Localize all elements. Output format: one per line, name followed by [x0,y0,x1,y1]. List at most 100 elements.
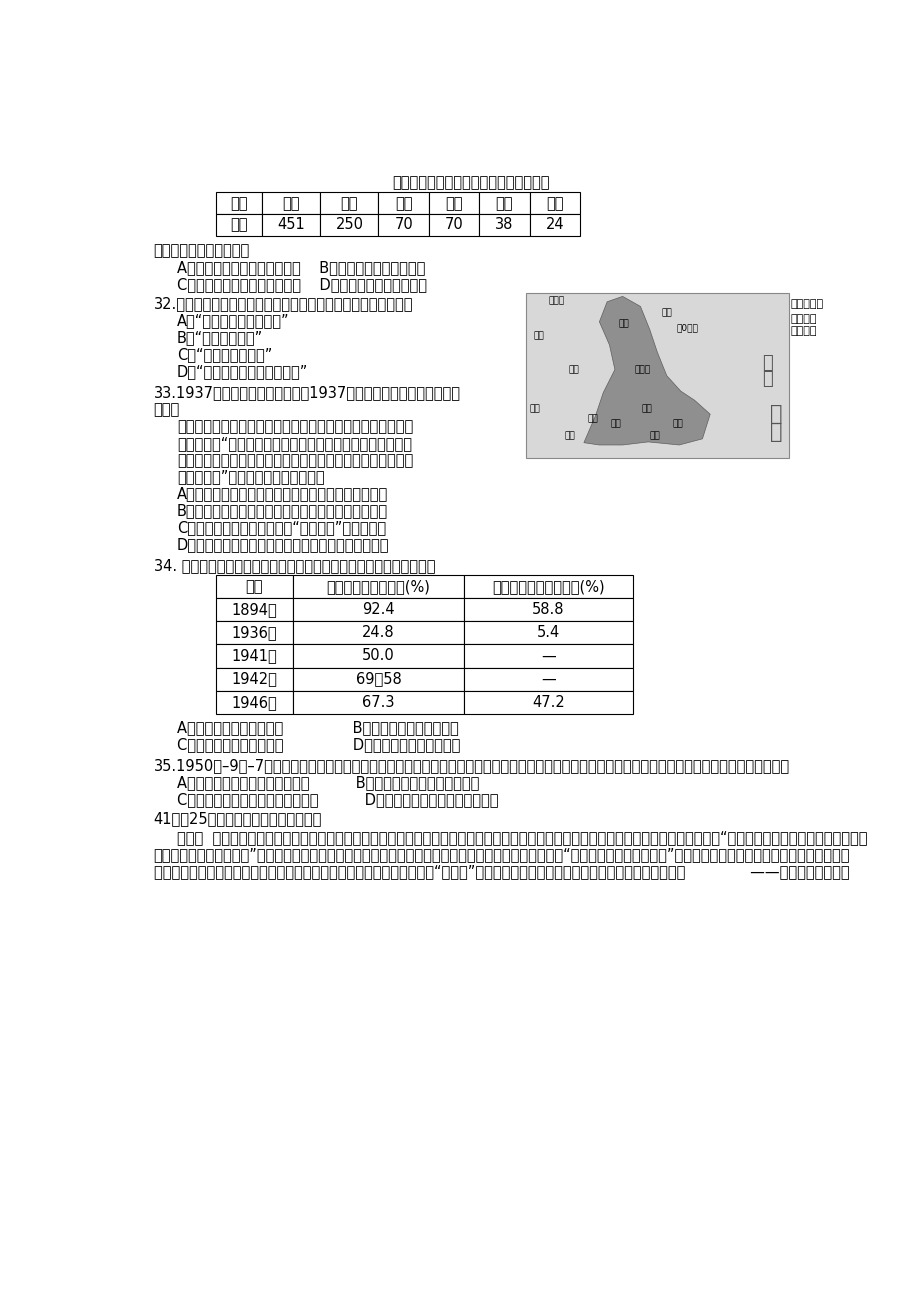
Bar [293,644,463,668]
Text: 是一个最后的信号，即白种人的负担将由一个更愿意承担的日: 是一个最后的信号，即白种人的负担将由一个更愿意承担的日 [176,453,413,467]
Text: 介石，: 介石， [153,402,180,417]
Text: 黄: 黄 [769,404,781,424]
Text: 本接过去。”《时代周刊》这一反映了: 本接过去。”《时代周刊》这一反映了 [176,470,324,484]
Text: 开封: 开封 [587,414,598,423]
Text: A．开启大城市规划改造的新局面          B．行人民当家做主的政治理念: A．开启大城市规划改造的新局面 B．行人民当家做主的政治理念 [176,775,479,790]
Text: 33.1937年年底，《时代周刊》儇1937年的年度人物选定为蒋介石，: 33.1937年年底，《时代周刊》儇1937年的年度人物选定为蒋介石， [153,385,460,400]
Text: 济南: 济南 [641,404,652,413]
Text: 1942年: 1942年 [232,672,278,686]
Bar [320,193,378,214]
Text: 67.3: 67.3 [362,695,394,710]
Text: 进军路线: 进军路线 [790,327,816,336]
Text: A．为工农武装割据奠定了基础    B．体现了土地革命的成果: A．为工农武装割据奠定了基础 B．体现了土地革命的成果 [176,260,425,275]
Text: 海: 海 [761,370,772,388]
Text: 38: 38 [494,217,513,232]
Text: 47.2: 47.2 [531,695,564,710]
Text: 湖南: 湖南 [282,195,300,211]
Text: 理由则是，“中国近代发生的事情，不仅仅构成一个警告，更: 理由则是，“中国近代发生的事情，不仅仅构成一个警告，更 [176,436,412,450]
Text: 儠0天津: 儠0天津 [676,323,698,332]
Text: 451: 451 [278,217,305,232]
Text: A．美国主流意识形态对于蒋介石主持抗战大局的认可: A．美国主流意识形态对于蒋介石主持抗战大局的认可 [176,487,388,501]
Bar [216,598,293,621]
Text: 1946年: 1946年 [232,695,277,710]
Bar [525,293,789,458]
Bar [216,621,293,644]
Bar [463,621,632,644]
Text: 数量: 数量 [230,217,247,232]
Text: 34. 下表为政府资本在近代中国新式产业中的比重构成情况。据此可知: 34. 下表为政府资本在近代中国新式产业中的比重构成情况。据此可知 [153,559,435,573]
Text: 在全社会资本中的比重(%): 在全社会资本中的比重(%) [492,579,604,594]
Bar [529,193,579,214]
Bar [293,598,463,621]
Text: 92.4: 92.4 [362,603,394,617]
Bar [262,193,320,214]
Text: 1936年: 1936年 [232,625,277,641]
Text: 河南: 河南 [546,195,563,211]
Text: 人民军队: 人民军队 [790,314,816,324]
Bar [216,214,262,236]
Text: 24: 24 [545,217,563,232]
Text: 5.4: 5.4 [536,625,560,641]
Text: 陕西: 陕西 [445,195,462,211]
Text: 69．58: 69．58 [356,672,401,686]
Polygon shape [584,297,709,445]
Text: 1894年: 1894年 [232,603,277,617]
Text: 24.8: 24.8 [362,625,394,641]
Bar [463,598,632,621]
Text: 70: 70 [444,217,463,232]
Text: —: — [540,672,555,686]
Text: —: — [540,648,555,664]
Text: 兆北: 兆北 [649,431,660,440]
Text: C．其对于日本在远东地区的“积极进取”持赞赏态度: C．其对于日本在远东地区的“积极进取”持赞赏态度 [176,521,386,535]
Bar [216,193,262,214]
Bar [293,621,463,644]
Bar [216,690,293,713]
Text: 50.0: 50.0 [362,648,394,664]
Text: 250: 250 [335,217,363,232]
Bar [529,214,579,236]
Text: D．“打倒蝇介石，解放全中国”: D．“打倒蝇介石，解放全中国” [176,365,308,379]
Text: 徐州: 徐州 [564,431,574,440]
Text: C．民族工业迎来发展春天               D．民族资本主义发展曲折: C．民族工业迎来发展春天 D．民族资本主义发展曲折 [176,737,460,751]
Text: 70: 70 [394,217,413,232]
Text: 抗日根据地: 抗日根据地 [790,298,823,309]
Bar [463,668,632,690]
Text: 渤: 渤 [761,354,772,372]
Text: 省份: 省份 [230,195,247,211]
Bar [216,668,293,690]
Text: 32.右边为一幅历史地图（局部），判断该图所承载的历史信息是: 32.右边为一幅历史地图（局部），判断该图所承载的历史信息是 [153,297,413,311]
Text: 而不是连任的美国总统罗斯福或新登基的英国国王乔治六世。: 而不是连任的美国总统罗斯福或新登基的英国国王乔治六世。 [176,419,413,434]
Text: 菏泽: 菏泽 [610,419,621,428]
Text: 58.8: 58.8 [531,603,564,617]
Text: 41．（25分）阅读材料完成下列要求。: 41．（25分）阅读材料完成下列要求。 [153,811,322,827]
Text: 主要省区农会会员数量状况（单位：万）: 主要省区农会会员数量状况（单位：万） [392,176,550,190]
Bar [463,644,632,668]
Text: 《大諰》《大明律》等，使民众知法畏法，不敢犯法；各地还普通设立了“旌善亭”，以为表彰功善之用。最终得以教化大行，秩序安定。              ——据陈鹏: 《大諰》《大明律》等，使民众知法畏法，不敢犯法；各地还普通设立了“旌善亭”，以为… [153,863,848,879]
Bar [320,214,378,236]
Text: 晋绵: 晋绵 [533,331,544,340]
Bar [479,193,529,214]
Bar [216,575,293,598]
Bar [216,644,293,668]
Text: 湖北: 湖北 [340,195,357,211]
Text: A．官僚资本始终占据主导               B．外国在华资本日益萎缩: A．官僚资本始终占据主导 B．外国在华资本日益萎缩 [176,720,459,734]
Text: 犹昼晓阳秋相领而成者也”，直接把礼义道德规范纳入其中一些法律条文，使儒家学说法典化。明朝朱元璊“明礼以导民，定律以绳顽”。让民间推荐年高德勋之人向民众宣读并讲解: 犹昼晓阳秋相领而成者也”，直接把礼义道德规范纳入其中一些法律条文，使儒家学说法典… [153,846,849,862]
Text: A．“星星之火，可以燎原”: A．“星星之火，可以燎原” [176,314,289,328]
Text: 当时中国社会的这一状况: 当时中国社会的这一状况 [153,243,250,258]
Text: B．“到敌人后方去”: B．“到敌人后方去” [176,331,263,345]
Text: 大同: 大同 [618,319,629,328]
Text: 海: 海 [769,422,781,441]
Text: 1941年: 1941年 [232,648,277,664]
Bar [428,193,479,214]
Text: 江西: 江西 [495,195,513,211]
Bar [293,690,463,713]
Text: 晋察: 晋察 [568,366,578,375]
Text: C．构建与新政权一致的意识形态践          D．清除西方殖民主义的历史痕迹: C．构建与新政权一致的意识形态践 D．清除西方殖民主义的历史痕迹 [176,792,498,807]
Bar [463,690,632,713]
Bar [428,214,479,236]
Bar [463,575,632,598]
Bar [293,668,463,690]
Text: 广东: 广东 [394,195,412,211]
Text: 时间: 时间 [245,579,263,594]
Text: 35.1950年–9月–7日，上海市人民政府决定将旧上海由殖民者强行占地建造供其赌博享乐的跑马厅改建为人民公园、人民大道和人民广场。这表明人民政府: 35.1950年–9月–7日，上海市人民政府决定将旧上海由殖民者强行占地建造供其… [153,758,789,773]
